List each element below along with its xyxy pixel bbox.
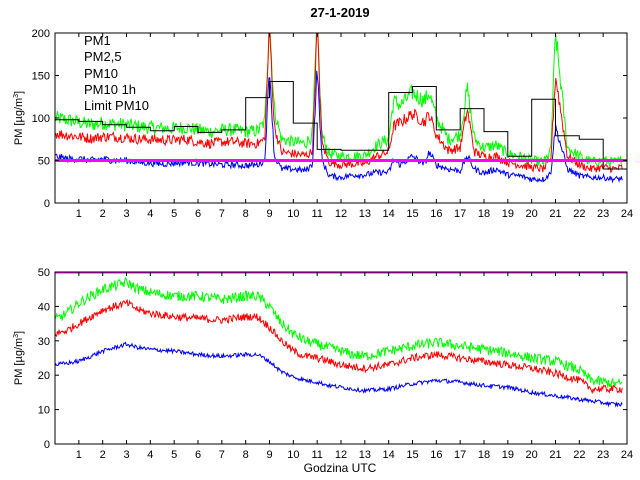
x-tick-label: 2: [100, 208, 106, 220]
y-tick-label: 30: [38, 336, 50, 348]
x-tick-label: 22: [573, 449, 585, 461]
chart-bottom: 1 2 3 4 5 6 7 8 9 10 11 12 13 14 15 16 17 18 19 20 21 22 23 240…: [13, 267, 633, 475]
x-tick-label: 16: [430, 449, 442, 461]
plot-area-top: [55, 33, 627, 203]
x-tick-label: 13: [359, 449, 371, 461]
x-tick-label: 24: [621, 208, 633, 220]
x-tick-label: 13: [359, 208, 371, 220]
x-tick-label: 5: [171, 449, 177, 461]
x-tick-label: 12: [335, 208, 347, 220]
x-tick-label: 3: [123, 208, 129, 220]
x-tick-label: 10: [287, 208, 299, 220]
y-tick-label: 200: [32, 28, 50, 40]
bottom-ticks: 1 2 3 4 5 6 7 8 9 10 11 12 13 14 15 16 17 18 19 20 21 22 23 240…: [38, 267, 633, 461]
bottom-y-axis-label: PM [µg/m3]: [13, 331, 25, 385]
x-tick-label: 2: [100, 449, 106, 461]
legend-pm10: PM10: [84, 66, 118, 81]
x-tick-label: 8: [243, 208, 249, 220]
x-tick-label: 14: [383, 449, 395, 461]
series-pm1-line: [55, 70, 623, 184]
x-tick-label: 11: [311, 449, 322, 461]
series-pm25-line: [55, 33, 623, 174]
top-ticks: 1 2 3 4 5 6 7 8 9 10 11 12 13 14 15 16 17 18 19 20 21 22 23 240…: [32, 28, 633, 220]
x-tick-label: 20: [526, 208, 538, 220]
x-tick-label: 19: [502, 449, 514, 461]
legend-limit-pm10: Limit PM10: [84, 98, 149, 113]
x-tick-label: 17: [454, 208, 466, 220]
y-tick-label: 100: [32, 113, 50, 125]
y-tick-label: 10: [38, 405, 50, 417]
x-tick-label: 5: [171, 208, 177, 220]
series-pm10-1h-line: [55, 81, 627, 170]
x-tick-label: 1: [76, 208, 82, 220]
x-tick-label: 9: [266, 208, 272, 220]
x-tick-label: 12: [335, 449, 347, 461]
x-tick-label: 21: [549, 449, 561, 461]
top-y-axis-label: PM [µg/m3]: [13, 91, 25, 145]
bottom-x-axis-label: Godzina UTC: [304, 461, 377, 475]
y-tick-label: 0: [44, 198, 50, 210]
x-tick-label: 20: [526, 449, 538, 461]
x-tick-label: 23: [597, 449, 609, 461]
series-pm1-line: [55, 341, 623, 408]
y-tick-label: 0: [44, 439, 50, 451]
series-pm10-line: [55, 276, 623, 388]
y-tick-label: 20: [38, 370, 50, 382]
legend-pm1: PM1: [84, 33, 111, 48]
figure-title: 27-1-2019: [310, 5, 369, 20]
y-tick-label: 50: [38, 267, 50, 279]
bottom-series-layer: [55, 272, 627, 408]
x-tick-label: 14: [383, 208, 395, 220]
series-pm25-line: [55, 299, 623, 395]
x-tick-label: 21: [549, 208, 561, 220]
x-tick-label: 11: [311, 208, 322, 220]
x-tick-label: 18: [478, 449, 490, 461]
x-tick-label: 6: [195, 208, 201, 220]
x-tick-label: 24: [621, 449, 633, 461]
x-tick-label: 17: [454, 449, 466, 461]
x-tick-label: 8: [243, 449, 249, 461]
x-tick-label: 4: [147, 208, 153, 220]
y-tick-label: 40: [38, 301, 50, 313]
x-tick-label: 19: [502, 208, 514, 220]
plot-area-bottom: [55, 272, 627, 444]
x-tick-label: 22: [573, 208, 585, 220]
x-tick-label: 10: [287, 449, 299, 461]
legend-top: PM1 PM2,5 PM10 PM10 1h Limit PM10: [84, 33, 149, 113]
x-tick-label: 4: [147, 449, 153, 461]
legend-pm10-1h: PM10 1h: [84, 82, 136, 97]
y-tick-label: 150: [32, 71, 50, 83]
y-tick-label: 50: [38, 156, 50, 168]
chart-top: 1 2 3 4 5 6 7 8 9 10 11 12 13 14 15 16 17 18 19 20 21 22 23 240…: [13, 28, 633, 220]
top-series-layer: [55, 33, 627, 184]
x-tick-label: 16: [430, 208, 442, 220]
series-group-0: [55, 33, 627, 184]
x-tick-label: 15: [406, 449, 418, 461]
x-tick-label: 7: [219, 449, 225, 461]
x-tick-label: 15: [406, 208, 418, 220]
x-tick-label: 18: [478, 208, 490, 220]
x-tick-label: 23: [597, 208, 609, 220]
x-tick-label: 3: [123, 449, 129, 461]
series-group-1: [55, 272, 627, 408]
x-tick-label: 6: [195, 449, 201, 461]
x-tick-label: 9: [266, 449, 272, 461]
x-tick-label: 1: [76, 449, 82, 461]
x-tick-label: 7: [219, 208, 225, 220]
legend-pm25: PM2,5: [84, 49, 122, 64]
